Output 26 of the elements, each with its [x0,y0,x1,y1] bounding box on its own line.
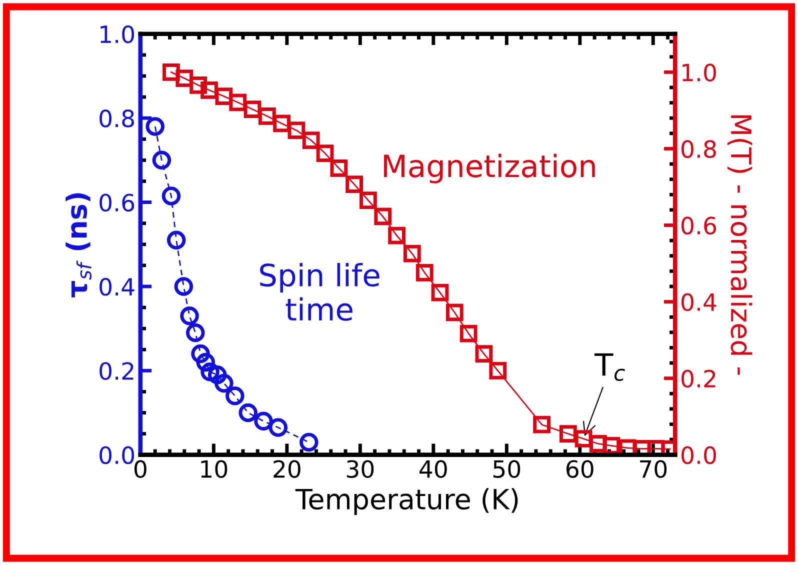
x-tick-label: 50 [493,460,520,478]
x-tick-label: 70 [640,460,667,478]
y2-tick-label: 0.0 [682,446,716,464]
y-tick-label: 0.8 [100,110,134,128]
y-tick-label: 0.4 [100,278,134,296]
y-axis-title: τ$_{sf}$ (ns) [66,193,92,298]
y2-tick-label: 0.6 [682,216,716,235]
y2-tick-label: 1.0 [682,64,716,82]
y-tick-label: 0.2 [100,362,134,380]
y-tick-label: 1.0 [100,25,134,44]
x-axis-title: Temperature (K) [295,488,518,515]
x-tick-label: 60 [566,460,594,478]
x-tick-label: 30 [346,460,374,478]
annotation: Spin life time [260,262,380,321]
annotation: T$_{c}$ [594,353,625,381]
annotation: Magnetization [384,154,595,184]
x-tick-label: 0 [134,460,146,478]
y2-axis-title: M(T) - normalized - [727,115,752,375]
y2-tick-label: 0.2 [682,370,716,388]
y2-tick-label: 0.4 [682,293,716,312]
y2-tick-label: 0.8 [682,140,716,158]
x-tick-label: 10 [201,460,228,478]
y-tick-label: 0.0 [100,446,134,464]
x-tick-label: 40 [420,460,447,478]
y-tick-label: 0.6 [100,194,134,212]
x-tick-label: 20 [274,460,300,478]
